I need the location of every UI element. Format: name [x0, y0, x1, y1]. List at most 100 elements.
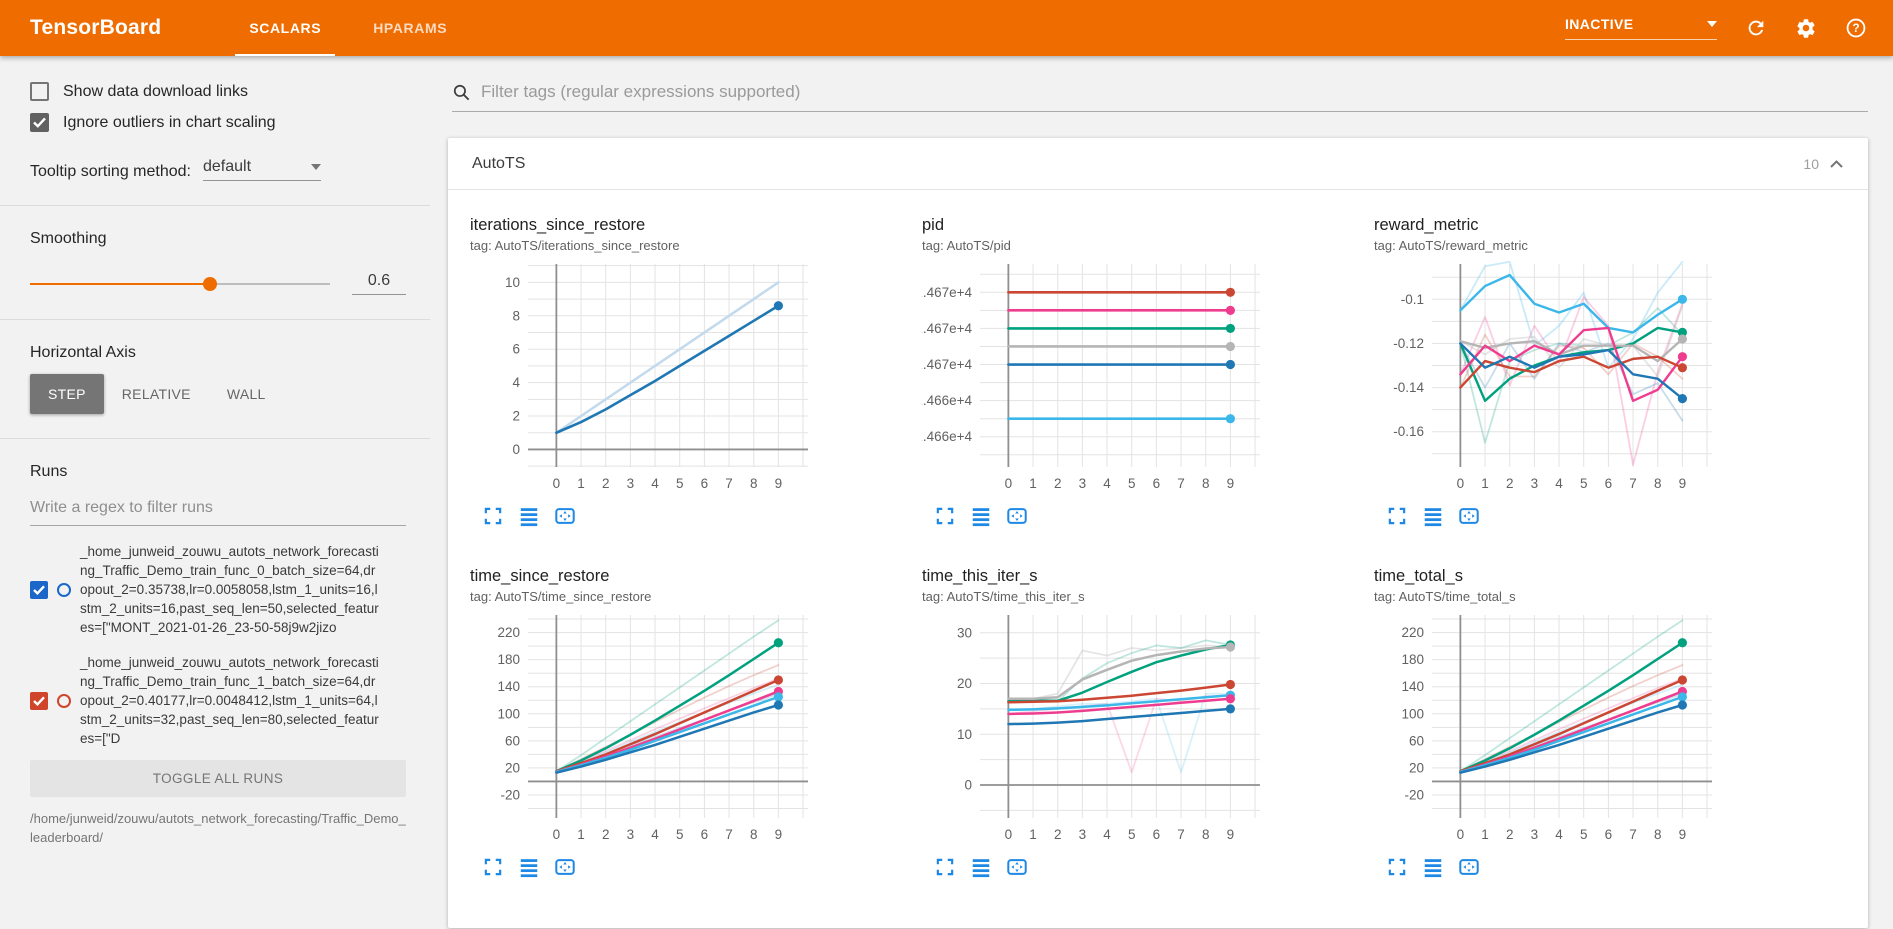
- run-name: _home_junweid_zouwu_autots_network_forec…: [80, 544, 379, 635]
- fit-domain-button[interactable]: [1458, 856, 1480, 878]
- fit-domain-button[interactable]: [554, 505, 576, 527]
- svg-text:4: 4: [651, 827, 659, 842]
- line-list-button[interactable]: [1422, 856, 1444, 878]
- svg-text:-0.1: -0.1: [1401, 292, 1424, 307]
- show-download-links-checkbox[interactable]: Show data download links: [30, 82, 406, 101]
- runs-filter-input[interactable]: [30, 495, 406, 526]
- svg-text:60: 60: [1409, 733, 1424, 748]
- svg-text:6: 6: [1153, 827, 1161, 842]
- svg-text:6: 6: [1605, 827, 1613, 842]
- run-item[interactable]: _home_junweid_zouwu_autots_network_forec…: [30, 542, 406, 637]
- svg-text:20: 20: [1409, 760, 1424, 775]
- fullscreen-button[interactable]: [1386, 505, 1408, 527]
- line-list-button[interactable]: [970, 856, 992, 878]
- fullscreen-button[interactable]: [1386, 856, 1408, 878]
- line-list-button[interactable]: [970, 505, 992, 527]
- fit-domain-button[interactable]: [554, 856, 576, 878]
- chart-plot-pid[interactable]: 2.467e+4 2.467e+4 2.467e+4 2.466e+4 2.466e+4…: [922, 261, 1267, 499]
- help-button[interactable]: ?: [1845, 17, 1867, 39]
- svg-text:5: 5: [1128, 827, 1136, 842]
- tab-hparams[interactable]: HPARAMS: [373, 20, 448, 36]
- toggle-all-runs-button[interactable]: TOGGLE ALL RUNS: [30, 760, 406, 797]
- svg-text:5: 5: [1580, 827, 1588, 842]
- fullscreen-button[interactable]: [482, 856, 504, 878]
- slider-thumb[interactable]: [203, 276, 217, 291]
- run-item[interactable]: _home_junweid_zouwu_autots_network_forec…: [30, 653, 406, 748]
- horizontal-bars-icon: [972, 508, 990, 527]
- svg-text:0: 0: [553, 476, 561, 491]
- run-checkbox[interactable]: [30, 580, 48, 599]
- tag-group-title: AutoTS: [472, 154, 526, 172]
- svg-text:30: 30: [957, 625, 972, 640]
- run-radio[interactable]: [57, 693, 71, 708]
- chart-actions: [934, 505, 1374, 527]
- chart-tag: tag: AutoTS/iterations_since_restore: [470, 238, 680, 253]
- svg-text:6: 6: [1605, 476, 1613, 491]
- svg-text:2.466e+4: 2.466e+4: [922, 429, 972, 444]
- data-status-dropdown[interactable]: INACTIVE: [1565, 16, 1717, 40]
- svg-text:-20: -20: [1404, 787, 1424, 802]
- chart-plot-time_total_s[interactable]: -20 20 60 100 140 180 220 0 1 2 3 4 5 6 7 8 9: [1374, 612, 1719, 850]
- tag-filter-input[interactable]: [481, 82, 1868, 102]
- svg-text:4: 4: [1555, 476, 1563, 491]
- expand-icon: [484, 858, 502, 876]
- tag-group-header[interactable]: AutoTS 10: [448, 138, 1868, 190]
- chart-actions: [934, 856, 1374, 878]
- svg-text:-0.16: -0.16: [1393, 424, 1424, 439]
- svg-text:3: 3: [1531, 827, 1539, 842]
- tag-filter-row: [452, 82, 1868, 112]
- fit-domain-button[interactable]: [1006, 856, 1028, 878]
- svg-text:8: 8: [1654, 476, 1662, 491]
- logdir-path: /home/junweid/zouwu/autots_network_forec…: [30, 811, 406, 845]
- svg-text:100: 100: [1401, 706, 1424, 721]
- svg-text:9: 9: [1679, 827, 1687, 842]
- chart-plot-reward_metric[interactable]: -0.1 -0.12 -0.14 -0.16 0 1 2 3 4 5 6 7 8 9: [1374, 261, 1719, 499]
- line-list-button[interactable]: [518, 856, 540, 878]
- svg-text:20: 20: [957, 676, 972, 691]
- svg-text:2: 2: [602, 827, 610, 842]
- svg-text:-0.12: -0.12: [1393, 336, 1424, 351]
- tag-group-card: AutoTS 10 iterations_since_restore tag: A…: [448, 138, 1868, 928]
- axis-option-step[interactable]: STEP: [30, 374, 104, 414]
- app-header: TensorBoard SCALARS HPARAMS INACTIVE ?: [0, 0, 1893, 56]
- tab-scalars[interactable]: SCALARS: [223, 0, 347, 56]
- run-radio[interactable]: [57, 582, 71, 597]
- fullscreen-button[interactable]: [482, 505, 504, 527]
- smoothing-slider[interactable]: [30, 276, 330, 291]
- chart-actions: [482, 505, 922, 527]
- svg-text:6: 6: [512, 342, 520, 357]
- axis-option-wall[interactable]: WALL: [226, 386, 266, 402]
- chart-card-time_since_restore: time_since_restore tag: AutoTS/time_since…: [470, 567, 922, 878]
- svg-text:140: 140: [1401, 679, 1424, 694]
- svg-text:8: 8: [1202, 476, 1210, 491]
- smoothing-value[interactable]: 0.6: [352, 272, 406, 295]
- svg-text:1: 1: [1481, 476, 1489, 491]
- svg-text:?: ?: [1852, 21, 1859, 35]
- fit-domain-button[interactable]: [1458, 505, 1480, 527]
- line-list-button[interactable]: [1422, 505, 1444, 527]
- axis-option-relative[interactable]: RELATIVE: [121, 386, 191, 402]
- fullscreen-button[interactable]: [934, 856, 956, 878]
- svg-text:5: 5: [676, 827, 684, 842]
- collapse-control[interactable]: 10: [1803, 156, 1844, 172]
- checkbox-label: Show data download links: [63, 82, 249, 100]
- divider: [0, 205, 430, 206]
- fit-domain-button[interactable]: [1006, 505, 1028, 527]
- ignore-outliers-checkbox[interactable]: Ignore outliers in chart scaling: [30, 113, 406, 132]
- runs-label: Runs: [30, 463, 68, 480]
- run-checkbox[interactable]: [30, 691, 48, 710]
- tooltip-sorting-select[interactable]: default: [202, 158, 321, 181]
- chart-plot-time_since_restore[interactable]: -20 20 60 100 140 180 220 0 1 2 3 4 5 6 7 8 9: [470, 612, 815, 850]
- chart-title: time_total_s: [1374, 567, 1463, 585]
- line-list-button[interactable]: [518, 505, 540, 527]
- fullscreen-button[interactable]: [934, 505, 956, 527]
- horizontal-bars-icon: [520, 859, 538, 878]
- settings-button[interactable]: [1795, 17, 1817, 39]
- svg-text:0: 0: [1457, 827, 1465, 842]
- refresh-button[interactable]: [1745, 17, 1767, 39]
- chart-count: 10: [1803, 155, 1819, 172]
- chart-plot-iterations_since_restore[interactable]: 0 2 4 6 8 10 0 1 2 3 4 5 6 7 8 9: [470, 261, 815, 499]
- chart-plot-time_this_iter_s[interactable]: 0 10 20 30 0 1 2 3 4 5 6 7 8 9: [922, 612, 1267, 850]
- divider: [0, 438, 430, 439]
- svg-text:8: 8: [1202, 827, 1210, 842]
